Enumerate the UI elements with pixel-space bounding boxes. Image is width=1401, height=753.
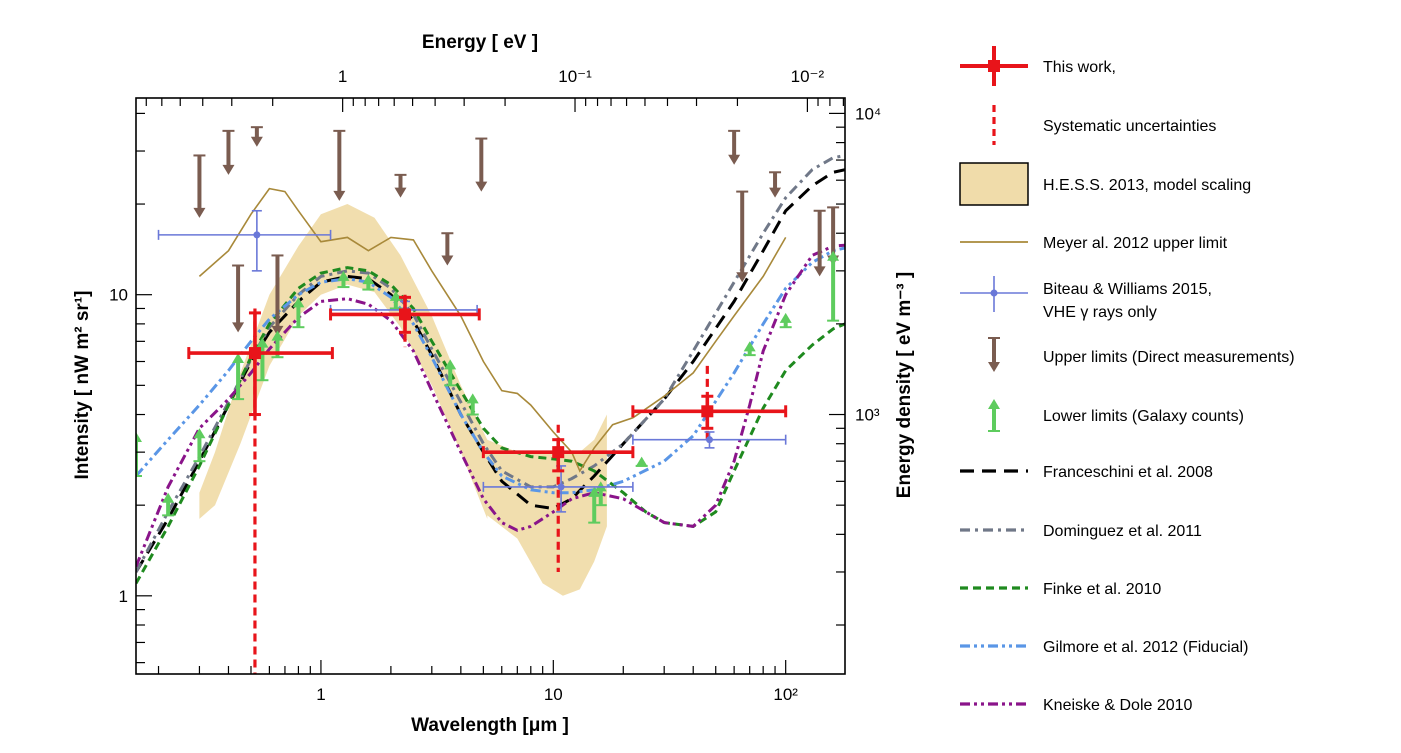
lower-limit-head — [162, 492, 175, 503]
this-work-point — [248, 347, 261, 360]
upper-limit-head — [222, 164, 235, 175]
upper-limit-head — [394, 187, 407, 198]
upper-limit-head — [232, 322, 245, 333]
legend-label: Finke et al. 2010 — [1043, 581, 1161, 598]
legend-label: Systematic uncertainties — [1043, 118, 1216, 135]
lower-limit-head — [389, 290, 402, 301]
legend-label: Kneiske & Dole 2010 — [1043, 697, 1193, 714]
lower-limit-head — [337, 270, 350, 281]
top-tick-label: 10⁻¹ — [558, 67, 592, 86]
lower-limit-head — [635, 456, 648, 467]
bottom-axis-title: Wavelength [μm ] — [411, 715, 569, 736]
lower-limit-head — [827, 250, 840, 261]
upper-limit-head — [475, 181, 488, 192]
hess-band — [199, 204, 607, 596]
lower-limit-head — [362, 274, 375, 285]
legend-this-work-marker — [988, 60, 1000, 72]
top-tick-label: 1 — [338, 67, 347, 86]
legend-label: H.E.S.S. 2013, model scaling — [1043, 177, 1251, 194]
lower-limit-head — [193, 428, 206, 439]
upper-limit-head — [193, 207, 206, 218]
legend-label: Biteau & Williams 2015, — [1043, 281, 1212, 298]
legend-bw-marker — [990, 289, 998, 297]
model-curve — [136, 243, 845, 568]
top-tick-label: 10⁻² — [791, 67, 825, 86]
lower-limit-head — [232, 353, 245, 364]
upper-limit-head — [736, 272, 749, 283]
legend-label: Franceschini et al. 2008 — [1043, 464, 1213, 481]
x-tick-label: 1 — [316, 685, 325, 704]
legend-label: Gilmore et al. 2012 (Fiducial) — [1043, 639, 1248, 656]
this-work-point — [701, 405, 714, 418]
legend-label: Upper limits (Direct measurements) — [1043, 349, 1295, 366]
plot-area — [136, 126, 845, 674]
lower-limit-head — [444, 359, 457, 370]
lower-limit-head — [779, 312, 792, 323]
lower-limit-head — [743, 341, 756, 352]
upper-limit-head — [728, 154, 741, 165]
axes: 1 10 10² 1 10 1 10⁻¹ 10⁻² 10³ 10⁴ — [109, 67, 881, 704]
right-tick-label: 10⁴ — [855, 104, 881, 123]
upper-limit-head — [769, 187, 782, 198]
y-tick-label: 10 — [109, 286, 128, 305]
upper-limit-head — [250, 136, 263, 147]
lower-limit-head — [136, 431, 142, 442]
lower-limit-head — [466, 393, 479, 404]
bw-point — [557, 483, 565, 491]
y-tick-label: 1 — [119, 587, 128, 606]
upper-limit-head — [441, 255, 454, 266]
legend: This work, Systematic uncertainties H.E.S.… — [959, 46, 1295, 714]
legend-label: Lower limits (Galaxy counts) — [1043, 408, 1244, 425]
top-axis-title: Energy [ eV ] — [422, 32, 538, 53]
legend-label: Dominguez et al. 2011 — [1043, 523, 1202, 540]
meyer-curve — [198, 187, 787, 473]
this-work-point — [398, 308, 411, 321]
legend-label: This work, — [1043, 59, 1116, 76]
legend-label: VHE γ rays only — [1043, 304, 1157, 321]
lower-limit-head — [256, 337, 269, 348]
lower-limit-head — [588, 486, 601, 497]
bw-point — [705, 436, 713, 444]
upper-limit-head — [813, 266, 826, 277]
legend-ll-head — [988, 399, 1000, 409]
lower-limit-head — [292, 297, 305, 308]
right-axis-title: Energy density [ eV m⁻³ ] — [894, 272, 915, 498]
bw-point — [253, 231, 261, 239]
legend-ul-head — [988, 362, 1000, 372]
upper-limit-head — [333, 190, 346, 201]
this-work-point — [552, 446, 565, 459]
model-curve — [136, 266, 845, 585]
legend-hess-swatch — [959, 162, 1029, 206]
x-tick-label: 10² — [773, 685, 798, 704]
legend-label: Meyer al. 2012 upper limit — [1043, 235, 1228, 252]
lower-limit-head — [271, 330, 284, 341]
plot-frame — [135, 97, 846, 675]
left-axis-title: Intensity [ nW m² sr¹] — [72, 291, 93, 480]
x-tick-label: 10 — [544, 685, 563, 704]
right-tick-label: 10³ — [855, 406, 880, 425]
